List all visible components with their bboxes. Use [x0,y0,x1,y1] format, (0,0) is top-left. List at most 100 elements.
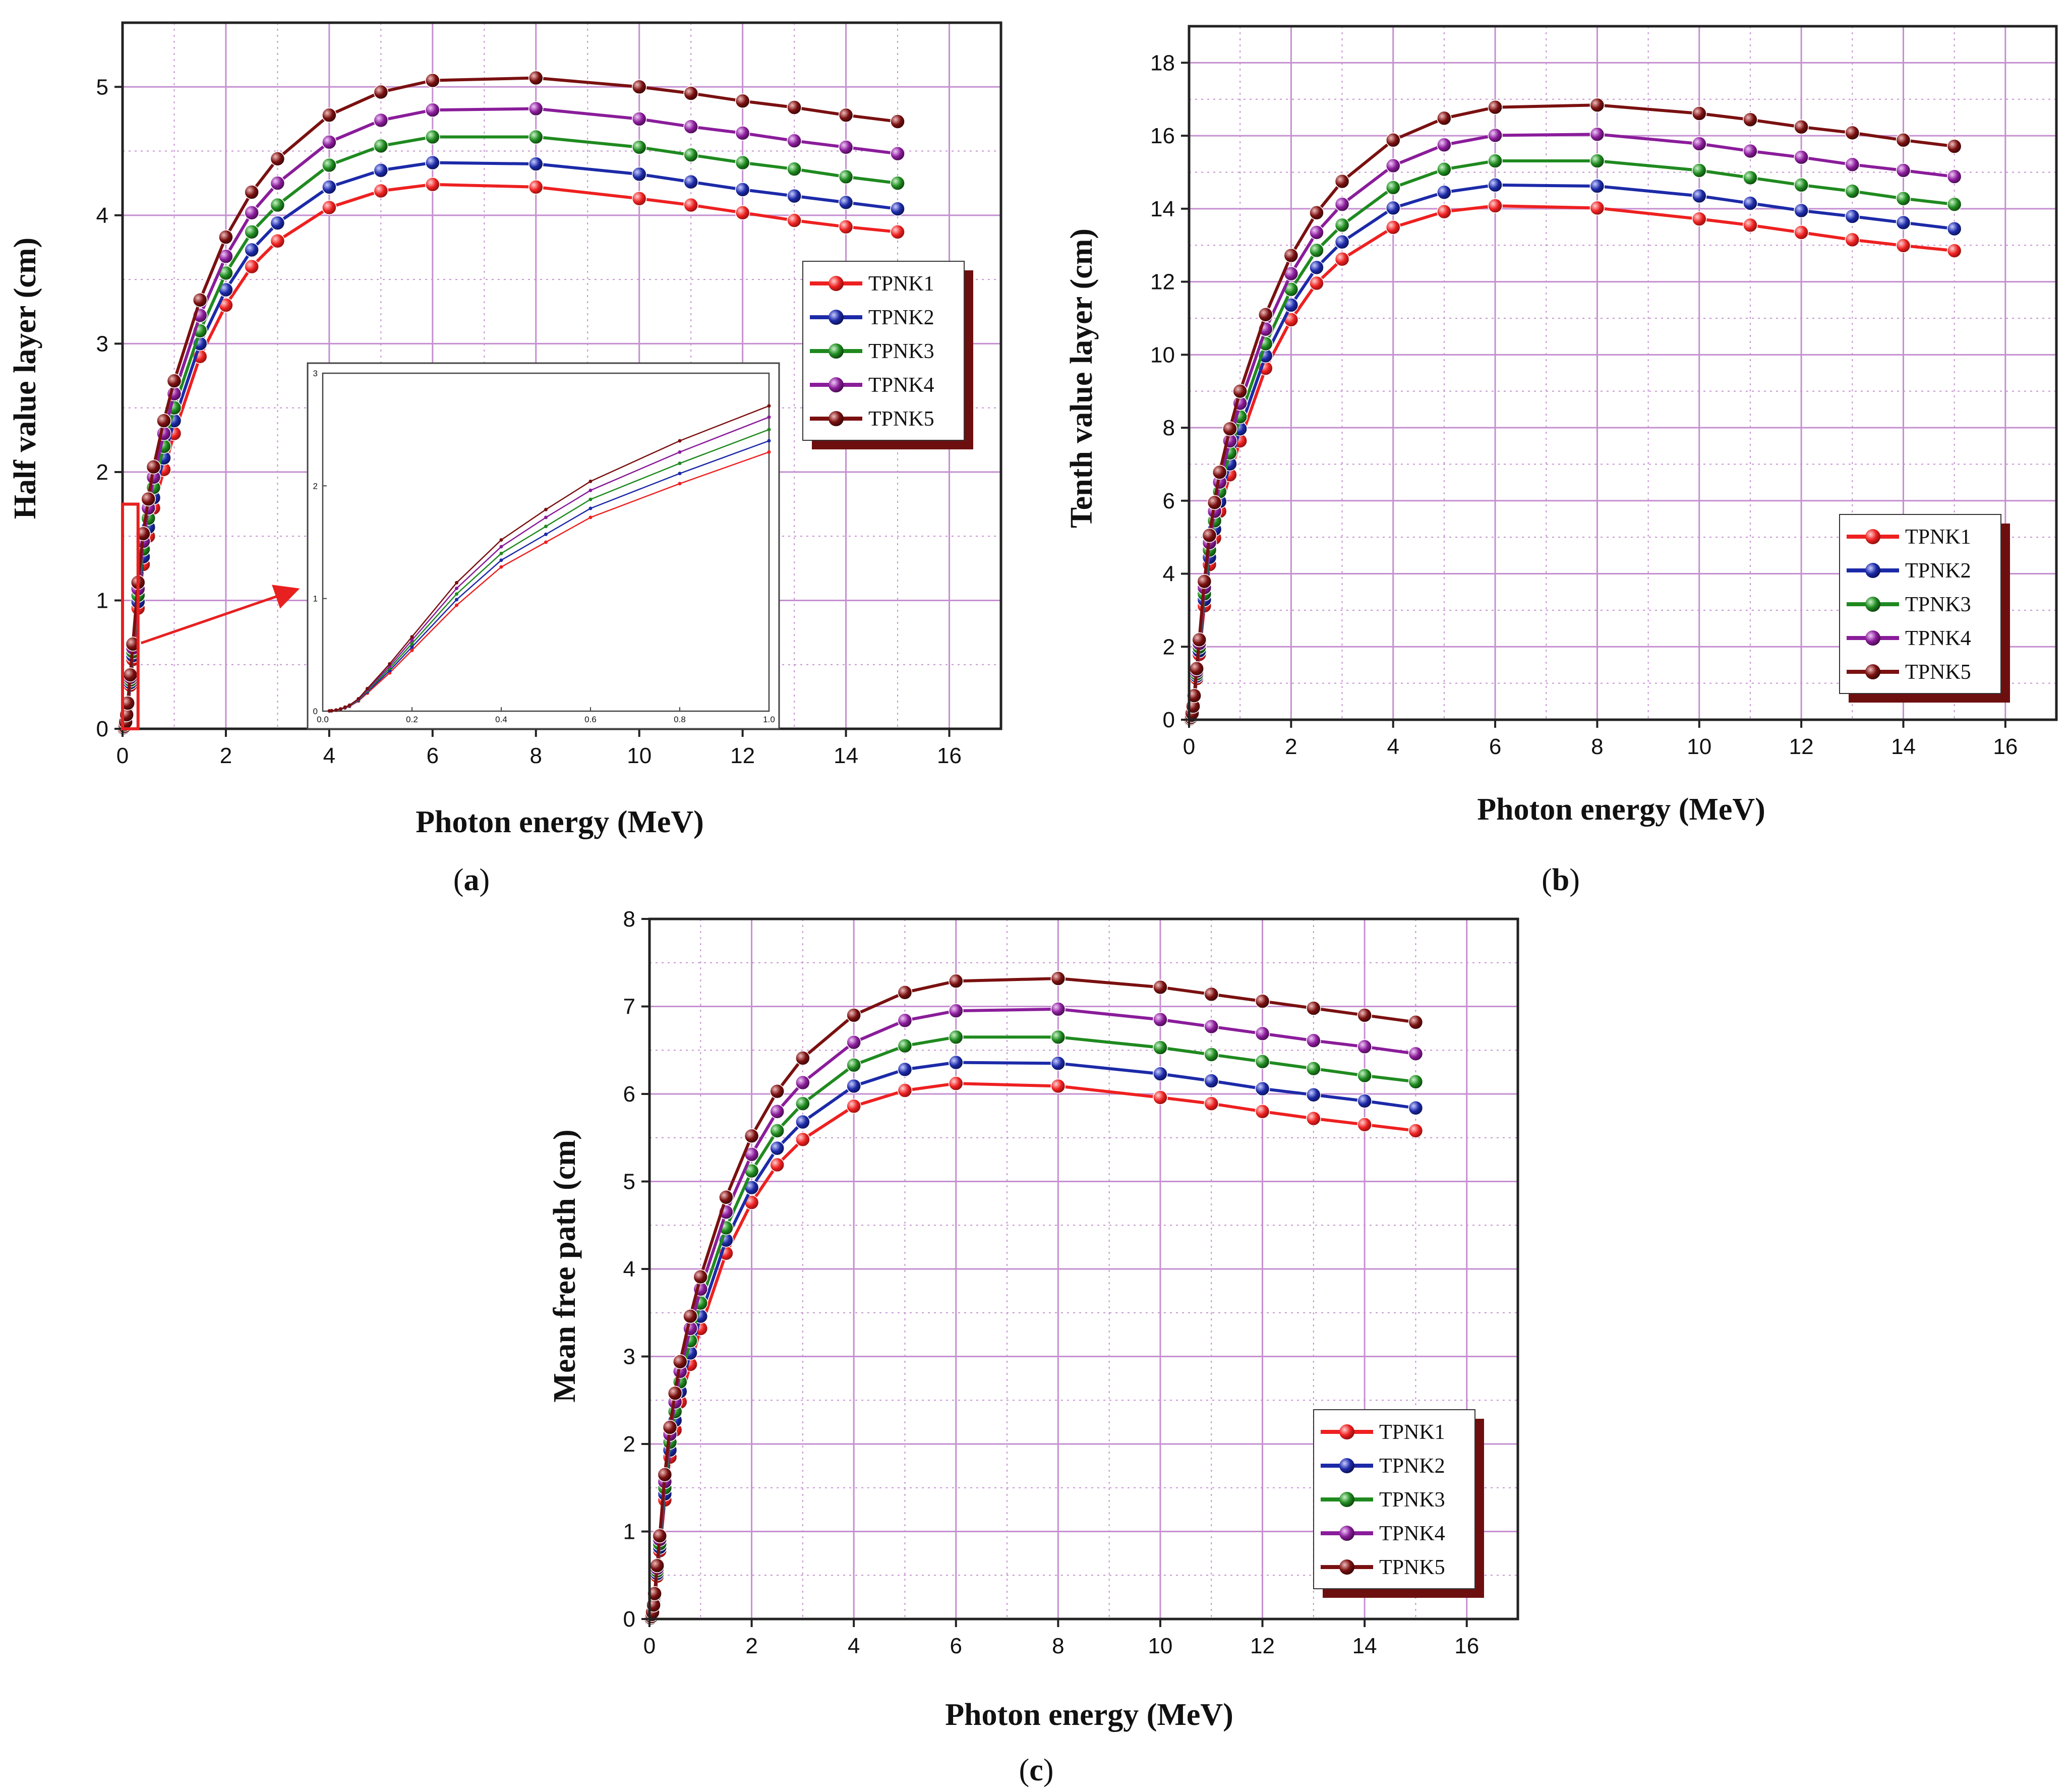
data-point [373,183,389,199]
data-point [528,70,544,86]
data-point [683,86,698,101]
data-point [1437,110,1452,126]
legend-marker [829,276,844,291]
data-point [1488,128,1503,143]
inset-data-point [544,525,548,529]
data-point [322,180,337,195]
data-point [373,138,389,154]
y-tick-label: 7 [623,995,635,1019]
data-point [770,1123,785,1138]
data-point [795,1132,810,1147]
data-point [735,155,750,170]
data-point [146,459,161,475]
panel-a-legend: TPNK1 TPNK2 TPNK3 TPNK4 TPNK5 [802,261,973,449]
data-point [795,1051,810,1066]
data-point [683,174,698,190]
y-tick-label: 4 [96,203,108,228]
data-point [1408,1014,1424,1030]
panel-b-label: (b) [1542,863,1580,897]
data-point [425,155,440,170]
data-point [1845,209,1860,224]
inset-y-tick-label: 0 [313,707,318,716]
legend-item-TPNK2: TPNK2 [1321,1455,1445,1478]
x-tick-label: 10 [627,743,652,768]
data-point [1357,1039,1372,1055]
data-point [244,224,259,240]
data-point [1437,185,1452,200]
x-tick-label: 0 [1183,734,1195,759]
x-tick-label: 12 [1250,1634,1275,1658]
inset-data-point [678,450,682,454]
data-point [838,195,854,210]
data-point [787,213,802,228]
x-tick-label: 0 [643,1634,656,1658]
inset-data-point [588,488,593,492]
data-point [897,1013,913,1028]
inset-data-point [588,515,593,519]
data-point [528,180,544,195]
data-point [1050,1078,1066,1094]
data-point [735,182,750,197]
data-point [1283,248,1299,263]
data-point [1845,157,1860,172]
data-point [425,73,440,88]
svg-text:(b): (b) [1542,863,1580,897]
x-tick-label: 16 [937,743,962,768]
data-point [1306,1001,1321,1016]
inset-data-point [338,707,342,711]
legend-item-TPNK1: TPNK1 [810,272,934,296]
data-point [1334,217,1350,233]
data-point [244,185,259,200]
inset-data-point [499,551,503,555]
x-tick-label: 16 [1993,734,2018,759]
panel-b-frame [1188,25,2058,721]
data-point [770,1104,785,1119]
panel-b-x-axis-title: Photon energy (MeV) [1477,792,1765,827]
data-point [322,134,337,150]
y-tick-label: 1 [96,588,108,613]
panel-b-ticks: 0 2 4 6 8 10 12 14 16 0 2 4 6 8 10 12 14 16 18 [1150,50,2018,759]
data-point [1488,99,1503,115]
inset-frame [322,372,770,712]
data-point [1408,1123,1424,1138]
inset-y-tick-label: 1 [313,594,318,604]
y-tick-label: 10 [1150,342,1175,367]
panel-b: 0 2 4 6 8 10 12 14 16 0 2 4 6 8 10 12 14 16 18 Photon ener… [1065,25,2058,897]
legend-label: TPNK2 [1379,1455,1445,1478]
data-point [662,1420,678,1435]
data-point [1050,1001,1066,1017]
data-point [1589,179,1605,194]
inset-data-point [767,415,771,419]
data-point [1408,1101,1424,1116]
data-point [683,197,698,213]
legend-item-TPNK3: TPNK3 [1321,1488,1445,1512]
data-point [795,1114,810,1130]
data-point [683,1308,698,1324]
x-tick-label: 14 [834,743,858,768]
inset-data-point [334,708,338,712]
data-point [1334,234,1350,250]
data-point [744,1128,759,1144]
data-point [846,1034,861,1050]
inset-y-tick-label: 3 [313,369,318,378]
data-point [270,151,285,166]
data-point [838,169,854,185]
data-point [1309,205,1324,220]
data-point [1743,217,1758,233]
inset-data-point [588,506,593,510]
data-point [1896,163,1911,178]
data-point [1192,632,1207,648]
data-point [1153,1090,1168,1105]
y-tick-label: 5 [96,75,108,99]
data-point [322,157,337,173]
data-point [1437,204,1452,219]
y-tick-label: 8 [623,907,635,932]
data-point [949,973,964,989]
data-point [1385,180,1401,195]
data-point [1692,211,1707,226]
legend-marker [1339,1424,1354,1439]
data-point [787,161,802,177]
legend-marker [1865,597,1880,612]
y-tick-label: 0 [623,1607,635,1632]
inset-data-point [499,565,503,569]
